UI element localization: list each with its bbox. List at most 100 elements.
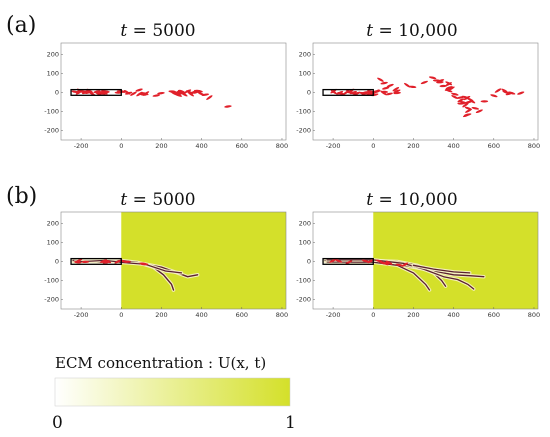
cell [517,91,525,95]
cell [445,89,453,93]
ecm-region [121,212,287,309]
cell [141,92,149,96]
cell [361,259,370,263]
cell [349,91,357,95]
y-tick-label: 0 [55,89,59,97]
cell [206,95,213,100]
inlet-box [322,257,374,265]
cell [404,82,411,88]
y-tick-label: -200 [44,296,59,304]
cell [385,260,393,265]
cell [157,92,165,95]
cell [386,83,394,88]
x-tick-label: 800 [528,142,540,150]
cell [380,90,389,93]
x-tick-label: 600 [236,142,248,150]
cell [330,89,338,95]
plot-a1-title: t = 5000 [120,21,195,41]
plot-b1-title: t = 5000 [120,190,195,210]
cell [80,90,89,94]
cell [337,92,345,95]
cell [385,92,393,96]
cell [439,84,448,88]
x-tick-label: 200 [155,142,167,150]
cell [475,109,483,114]
y-tick-label: 100 [47,70,59,78]
cell [459,100,468,104]
cell [494,88,502,93]
cell [100,261,109,264]
cell [335,259,343,263]
x-tick-label: 200 [407,142,419,150]
cell [375,259,384,263]
panel-b-label: (b) [6,184,37,209]
y-tick-label: 100 [299,70,311,78]
y-tick-label: 0 [55,258,59,266]
y-tick-label: -200 [296,127,311,135]
x-tick-label: 800 [528,311,540,319]
y-tick-label: 100 [299,239,311,247]
cell [140,263,149,266]
cell [114,259,122,264]
plot-a2-title: t = 10,000 [366,21,457,41]
x-tick-label: 800 [276,311,288,319]
cell [373,90,381,94]
cell [93,90,101,94]
cell [445,82,452,87]
cell [463,113,472,117]
cell [464,106,472,110]
cell [480,100,489,103]
cell [123,89,131,95]
cell [401,262,409,267]
cell [168,90,177,93]
inlet-box [70,257,122,265]
cell [445,86,453,90]
x-tick-label: 200 [407,311,419,319]
plot-a1: -200 0 200 400 600 800 200 100 0 -100 -200 [44,42,288,150]
x-tick-label: 400 [195,311,207,319]
plot-b2: -200 0 200 400 600 800 200 100 0 -100 -200 [296,211,540,319]
x-tick-label: 0 [371,142,375,150]
plot-frame [312,42,539,141]
inlet-box [70,88,122,96]
cell [367,259,375,264]
x-tick-label: 600 [488,311,500,319]
cell [395,263,403,267]
cell [152,94,161,97]
x-tick-label: -200 [326,142,341,150]
y-tick-label: -100 [44,108,59,116]
y-tick-label: -200 [44,127,59,135]
cell [508,91,516,95]
x-tick-label: 400 [447,142,459,150]
inlet-box [322,88,374,96]
x-tick-label: 800 [276,142,288,150]
cell [135,88,143,92]
cell [462,102,469,108]
y-tick-label: 0 [307,89,311,97]
plot-frame [312,211,539,310]
cell [177,89,186,93]
colorbar-max-label: 1 [285,413,296,433]
y-tick-label: -100 [44,277,59,285]
cell [224,105,232,108]
cell [380,81,388,85]
x-tick-label: 400 [447,311,459,319]
cell [353,91,361,96]
cell [393,89,401,93]
y-tick-label: 200 [299,220,311,228]
cell [471,107,480,110]
cell [363,91,372,94]
cell [451,95,459,99]
cell [74,261,82,264]
y-tick-label: 200 [47,51,59,59]
cell [408,85,417,89]
cell [123,260,131,263]
x-tick-label: -200 [74,311,89,319]
plot-frame [60,211,287,310]
cell [502,90,510,95]
x-tick-label: 600 [236,311,248,319]
y-tick-label: 0 [307,258,311,266]
x-tick-label: 0 [371,311,375,319]
cell [96,91,105,94]
